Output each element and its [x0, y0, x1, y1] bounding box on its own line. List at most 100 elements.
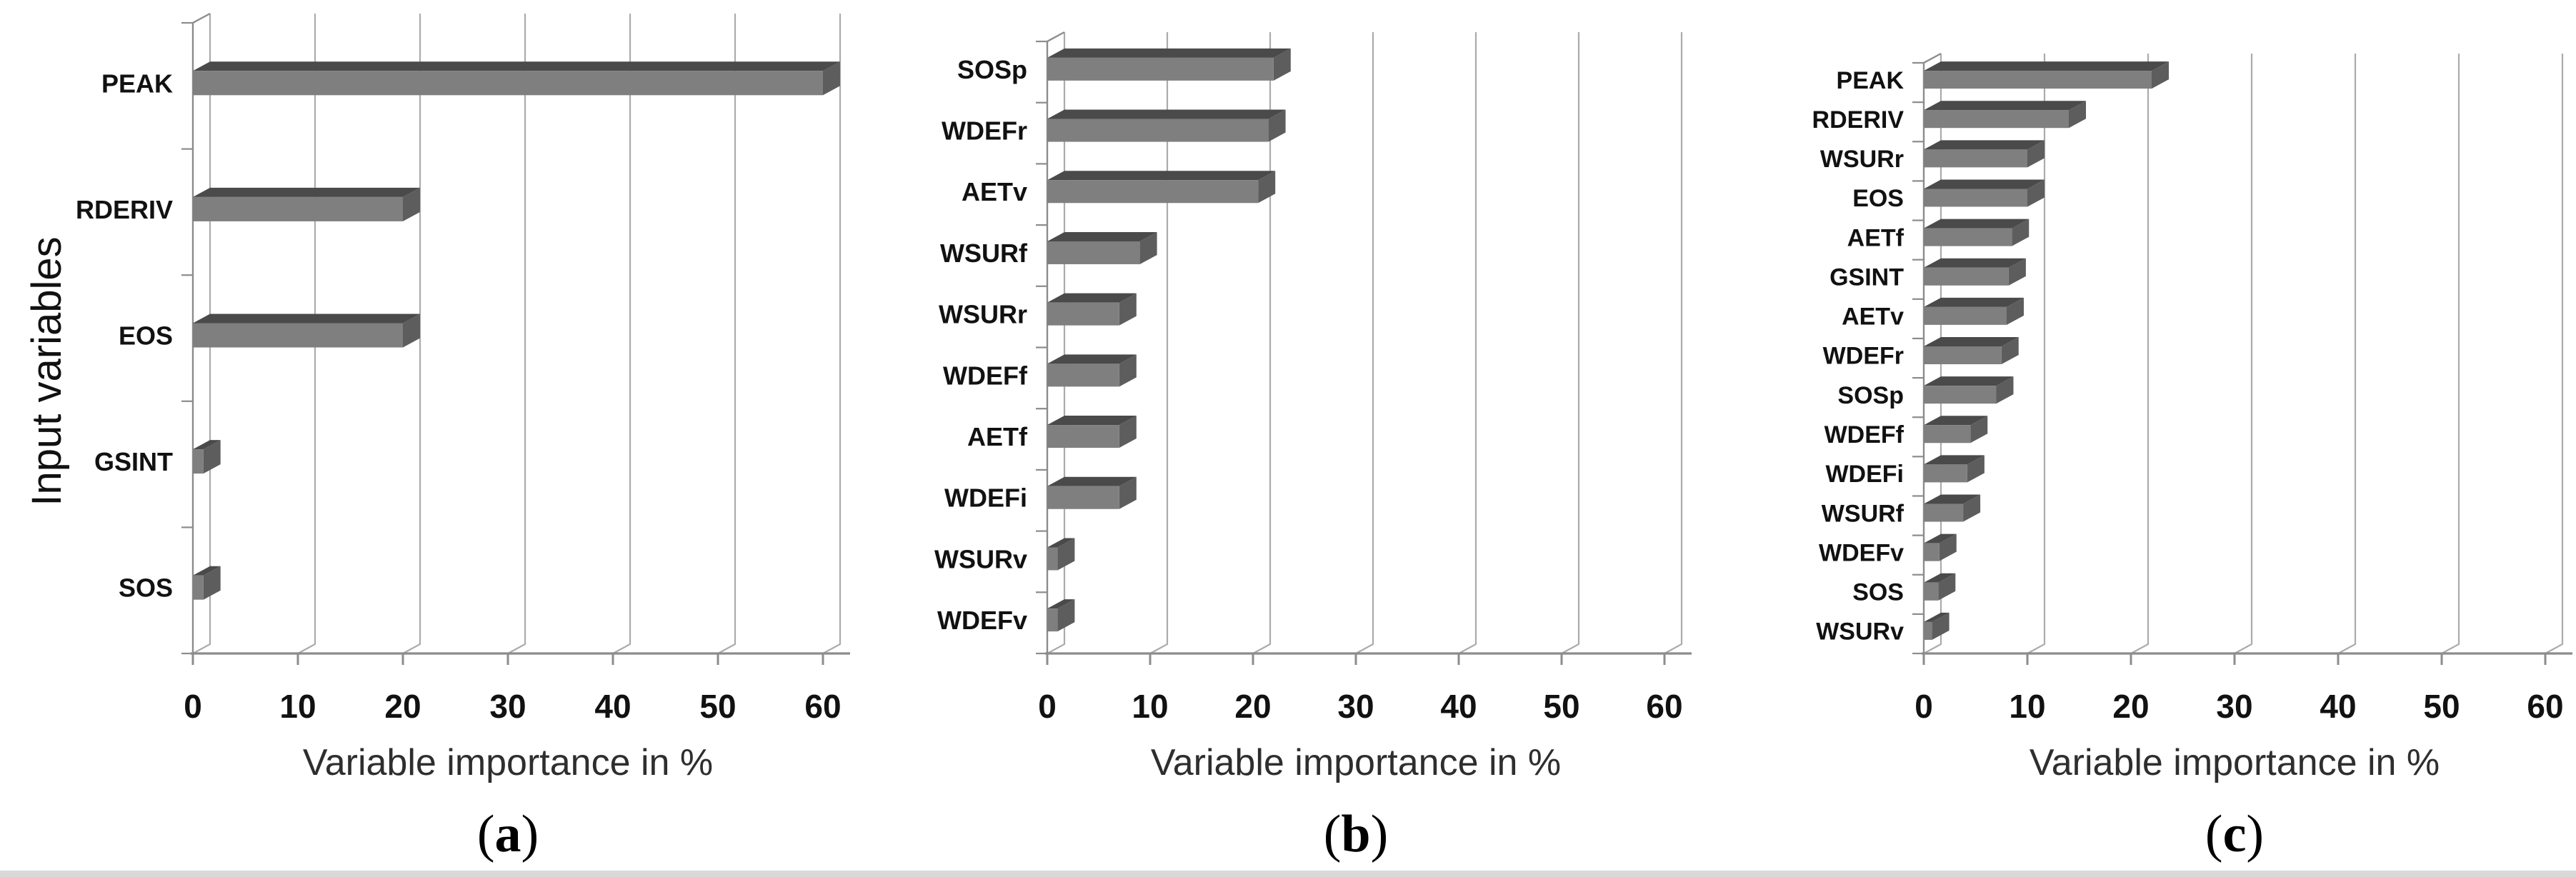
bar-top-face	[193, 566, 221, 576]
x-tick-label: 10	[279, 688, 316, 725]
bar-front-face	[193, 323, 403, 348]
x-tick-label: 60	[1646, 688, 1682, 725]
category-label: WSURr	[1820, 146, 1904, 173]
bar-SOS	[193, 566, 221, 600]
bar-top-face	[1924, 61, 2169, 71]
bar-top-face	[1047, 293, 1137, 303]
bar-top-face	[1924, 573, 1956, 583]
bar-end-face	[1057, 538, 1075, 571]
x-tick-label: 40	[2320, 688, 2356, 725]
category-label: WSURf	[1822, 500, 1904, 527]
panel-caption: (c)	[2205, 805, 2264, 863]
x-tick-label: 60	[804, 688, 841, 725]
bar-front-face	[1924, 71, 2152, 89]
x-tick-label: 10	[1132, 688, 1168, 725]
bar-top-face	[1047, 354, 1137, 364]
bar-front-face	[1047, 608, 1058, 632]
bar-front-face	[1047, 57, 1274, 81]
gridline	[1149, 32, 1169, 654]
category-label: RDERIV	[1812, 106, 1904, 134]
category-label: GSINT	[94, 447, 173, 476]
gridline	[822, 14, 842, 654]
bar-end-face	[203, 566, 221, 600]
bar-end-face	[1119, 476, 1137, 509]
x-tick-label: 40	[594, 688, 631, 725]
category-label: WDEFv	[1819, 539, 1904, 566]
bar-top-face	[1047, 109, 1286, 119]
bar-top-face	[1924, 219, 2030, 229]
bar-end-face	[2008, 258, 2026, 286]
x-tick-label: 50	[1543, 688, 1579, 725]
bar-front-face	[1047, 547, 1058, 571]
category-label: PEAK	[101, 69, 173, 98]
category-label: WDEFi	[944, 483, 1027, 513]
x-tick-label: 20	[384, 688, 421, 725]
gridline	[717, 14, 737, 654]
bar-front-face	[1924, 346, 2002, 364]
panel-a: PEAK RDERIV EOS GSINT SOS 0 10 20 30 40 50 60 Variab…	[24, 12, 850, 863]
bar-top-face	[193, 61, 840, 71]
gridline	[2130, 54, 2150, 654]
bar-WSURf	[1924, 494, 1981, 522]
gridline	[1252, 32, 1272, 654]
x-tick-label: 20	[1234, 688, 1271, 725]
bar-top-face	[193, 187, 420, 197]
bar-end-face	[203, 440, 221, 474]
gridline	[2234, 54, 2253, 654]
category-label: AETf	[967, 422, 1028, 451]
bar-front-face	[1047, 302, 1119, 326]
bar-top-face	[1924, 376, 2014, 386]
bar-SOS	[1924, 573, 1956, 601]
category-label: WDEFv	[937, 606, 1027, 635]
page-bottom-rule	[0, 871, 2576, 877]
category-label: SOSp	[957, 55, 1027, 84]
bar-top-face	[193, 314, 420, 324]
x-tick-label: 0	[1914, 688, 1933, 725]
bar-end-face	[1996, 376, 2014, 404]
bar-top-face	[1047, 599, 1075, 609]
bar-WDEFi	[1047, 476, 1137, 509]
bar-WDEFr	[1047, 109, 1286, 142]
gridline	[2441, 54, 2460, 654]
panel-caption: (a)	[477, 805, 539, 863]
bar-top-face	[1924, 612, 1950, 622]
x-tick-label: 0	[184, 688, 202, 725]
bar-SOSp	[1924, 376, 2014, 404]
x-tick-label: 30	[489, 688, 526, 725]
bar-end-face	[1119, 354, 1137, 387]
category-label: GSINT	[1829, 264, 1904, 291]
gridline	[1664, 32, 1683, 654]
bar-end-face	[1939, 533, 1957, 561]
bar-front-face	[193, 196, 403, 221]
bar-top-face	[193, 440, 221, 450]
x-axis-title: Variable importance in %	[303, 742, 713, 783]
x-tick-label: 20	[2112, 688, 2149, 725]
bar-top-face	[1924, 297, 2024, 307]
bar-AETf	[1924, 219, 2030, 246]
category-label: PEAK	[1837, 67, 1904, 94]
bar-front-face	[193, 575, 204, 600]
category-label: SOSp	[1837, 382, 1904, 409]
bar-WDEFi	[1924, 455, 1985, 483]
category-label: WDEFr	[1823, 343, 1904, 370]
bar-front-face	[1924, 267, 2009, 286]
bar-top-face	[1924, 494, 1981, 504]
bar-front-face	[1924, 425, 1971, 443]
bar-front-face	[1924, 228, 2012, 246]
category-label: AETf	[1847, 224, 1904, 251]
bar-top-face	[1047, 416, 1137, 426]
bar-end-face	[403, 187, 420, 221]
bar-front-face	[1924, 621, 1932, 640]
bar-WSURr	[1047, 293, 1137, 326]
gridline	[1923, 54, 1942, 654]
bar-WSURv	[1924, 612, 1950, 640]
category-label: WDEFr	[942, 116, 1027, 146]
gridline	[297, 14, 316, 654]
bar-top-face	[1047, 48, 1291, 58]
bar-top-face	[1047, 171, 1276, 181]
bar-front-face	[1924, 189, 2027, 207]
gridline	[192, 14, 211, 654]
bar-AETv	[1047, 171, 1276, 204]
bar-AETf	[1047, 416, 1137, 448]
category-label: WSURr	[939, 300, 1027, 329]
